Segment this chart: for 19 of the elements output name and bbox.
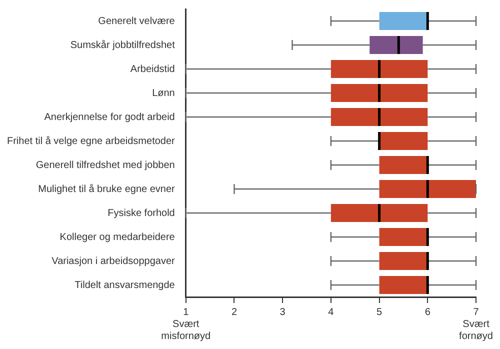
- y-tick-label: Anerkjennelse for godt arbeid: [44, 112, 175, 123]
- y-tick-label: Fysiske forhold: [108, 208, 175, 219]
- x-tick-label: 1 Svært misfornøyd: [161, 306, 211, 342]
- y-tick-label: Frihet til å velge egne arbeidsmetoder: [6, 134, 176, 147]
- y-tick-label: Tildelt ansvarsmengde: [74, 280, 176, 291]
- y-tick-label: Generelt velvære: [98, 16, 176, 27]
- y-tick-label: Mulighet til å bruke egne evner: [38, 182, 176, 195]
- x-tick-label: 4: [328, 306, 334, 318]
- y-tick-label: Kolleger og medarbeidere: [60, 232, 176, 243]
- x-tick-label: 2: [231, 306, 238, 318]
- y-tick-label: Variasjon i arbeidsoppgaver: [52, 256, 176, 267]
- x-tick-label: 7 Svært fornøyd: [459, 306, 493, 342]
- y-tick-label: Generell tilfredshet med jobben: [36, 160, 175, 171]
- x-tick-label: 3: [280, 306, 286, 318]
- x-tick-label: 6: [424, 306, 431, 318]
- y-tick-label: Sumskår jobbtilfredshet: [70, 38, 176, 51]
- x-tick-label: 5: [376, 306, 383, 318]
- y-tick-label: Lønn: [152, 88, 175, 99]
- y-tick-label: Arbeidstid: [130, 64, 175, 75]
